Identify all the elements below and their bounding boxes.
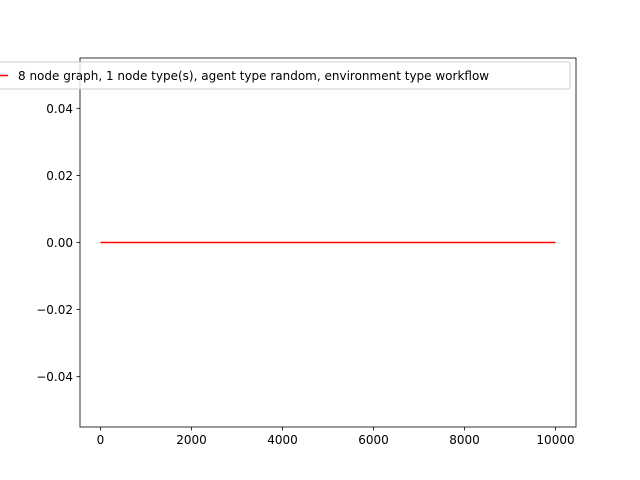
y-tick-label: −0.04 [36, 370, 73, 384]
x-tick-label: 4000 [267, 433, 298, 447]
x-axis-ticks: 0 2000 4000 6000 8000 10000 [97, 427, 575, 447]
x-tick-label: 0 [97, 433, 105, 447]
legend: 8 node graph, 1 node type(s), agent type… [0, 61, 571, 90]
y-axis-ticks: −0.04 −0.02 0.00 0.02 0.04 [36, 102, 80, 384]
legend-box [0, 61, 571, 90]
y-tick-label: 0.00 [46, 236, 73, 250]
x-tick-label: 6000 [358, 433, 389, 447]
legend-label: 8 node graph, 1 node type(s), agent type… [18, 69, 489, 83]
x-tick-label: 8000 [449, 433, 480, 447]
y-tick-label: 0.04 [46, 102, 73, 116]
x-tick-label: 2000 [176, 433, 207, 447]
x-tick-label: 10000 [536, 433, 574, 447]
y-tick-label: 0.02 [46, 169, 73, 183]
plot-frame [79, 57, 577, 428]
y-tick-label: −0.02 [36, 303, 73, 317]
